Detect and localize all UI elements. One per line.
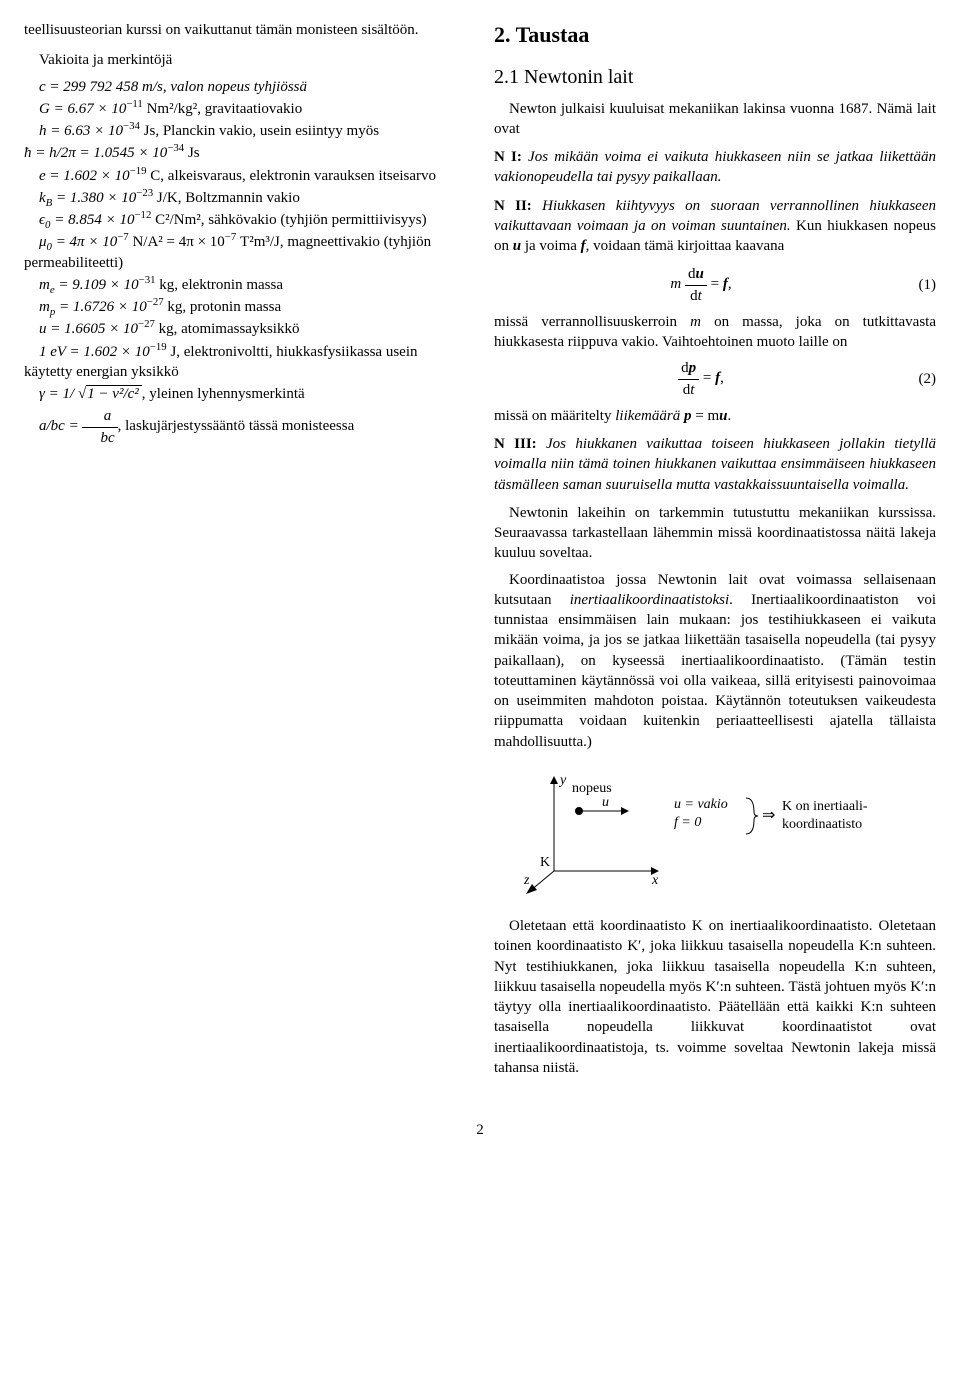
newton-intro: Newton julkaisi kuuluisat mekaniikan lak… bbox=[494, 99, 936, 140]
svg-text:f = 0: f = 0 bbox=[674, 815, 701, 830]
svg-text:nopeus: nopeus bbox=[572, 781, 612, 796]
constants-section: Vakioita ja merkintöjä c = 299 792 458 m… bbox=[24, 50, 466, 448]
const-mu0: μ0 = 4π × 10−7 N/A² = 4π × 10−7 T²m³/J, … bbox=[24, 232, 466, 273]
para-K: Oletetaan että koordinaatisto K on inert… bbox=[494, 916, 936, 1078]
intro-continuation: teellisuusteorian kurssi on vaikuttanut … bbox=[24, 20, 466, 40]
svg-text:y: y bbox=[558, 773, 567, 788]
eq2-number: (2) bbox=[908, 369, 936, 389]
svg-text:⇒: ⇒ bbox=[762, 807, 775, 824]
const-c: c = 299 792 458 m/s, valon nopeus tyhjiö… bbox=[24, 77, 466, 97]
svg-text:u: u bbox=[602, 795, 609, 810]
page-number: 2 bbox=[24, 1120, 936, 1140]
section-heading: 2. Taustaa bbox=[494, 20, 936, 50]
newton-law-3: N III: Jos hiukkanen vaikuttaa toiseen h… bbox=[494, 434, 936, 495]
const-hbar: ħ = h/2π = 1.0545 × 10−34 Js bbox=[24, 143, 466, 163]
svg-text:z: z bbox=[524, 873, 530, 888]
law1-text: Jos mikään voima ei vaikuta hiukkaseen n… bbox=[494, 149, 936, 185]
eq1-number: (1) bbox=[908, 275, 936, 295]
const-abc: a/bc = abc, laskujärjestyssääntö tässä m… bbox=[24, 406, 466, 448]
after-eq1: missä verrannollisuuskerroin m on massa,… bbox=[494, 312, 936, 353]
newton-law-2: N II: Hiukkasen kiihtyvyys on suoraan ve… bbox=[494, 196, 936, 257]
equation-2: dpdt = f, (2) bbox=[494, 358, 936, 400]
const-mp: mp = 1.6726 × 10−27 kg, protonin massa bbox=[24, 297, 466, 317]
law2-label: N II: bbox=[494, 198, 532, 214]
const-u: u = 1.6605 × 10−27 kg, atomimassayksikkö bbox=[24, 319, 466, 339]
law3-text: Jos hiukkanen vaikuttaa toiseen hiukkase… bbox=[494, 436, 936, 493]
const-ev: 1 eV = 1.602 × 10−19 J, elektronivoltti,… bbox=[24, 342, 466, 383]
newton-law-1: N I: Jos mikään voima ei vaikuta hiukkas… bbox=[494, 147, 936, 188]
svg-text:koordinaatisto: koordinaatisto bbox=[782, 817, 862, 832]
const-me: me = 9.109 × 10−31 kg, elektronin massa bbox=[24, 275, 466, 295]
para-inertial: Koordinaatistoa jossa Newtonin lait ovat… bbox=[494, 570, 936, 752]
subsection-heading: 2.1 Newtonin lait bbox=[494, 64, 936, 91]
const-eps0: ϵ0 = 8.854 × 10−12 C²/Nm², sähkövakio (t… bbox=[24, 210, 466, 230]
inertial-frame-diagram: y x z K nopeus u u = vakio f = 0 ⇒ K on … bbox=[524, 766, 936, 902]
after-eq2: missä on määritelty liikemäärä p = mu. bbox=[494, 406, 936, 426]
svg-text:x: x bbox=[651, 873, 659, 888]
const-kB: kB = 1.380 × 10−23 J/K, Boltzmannin vaki… bbox=[24, 188, 466, 208]
const-gamma: γ = 1/ √1 − v²/c², yleinen lyhennysmerki… bbox=[24, 384, 466, 404]
svg-text:u = vakio: u = vakio bbox=[674, 797, 728, 812]
constants-heading: Vakioita ja merkintöjä bbox=[24, 50, 466, 70]
const-e: e = 1.602 × 10−19 C, alkeisvaraus, elekt… bbox=[24, 166, 466, 186]
para-laws: Newtonin lakeihin on tarkemmin tutustutt… bbox=[494, 503, 936, 564]
law1-label: N I: bbox=[494, 149, 522, 165]
equation-1: m dudt = f, (1) bbox=[494, 264, 936, 306]
const-G: G = 6.67 × 10−11 Nm²/kg², gravitaatiovak… bbox=[24, 99, 466, 119]
const-h: h = 6.63 × 10−34 Js, Planckin vakio, use… bbox=[24, 121, 466, 141]
svg-text:K: K bbox=[540, 855, 550, 870]
svg-text:K on inertiaali-: K on inertiaali- bbox=[782, 799, 868, 814]
law3-label: N III: bbox=[494, 436, 537, 452]
